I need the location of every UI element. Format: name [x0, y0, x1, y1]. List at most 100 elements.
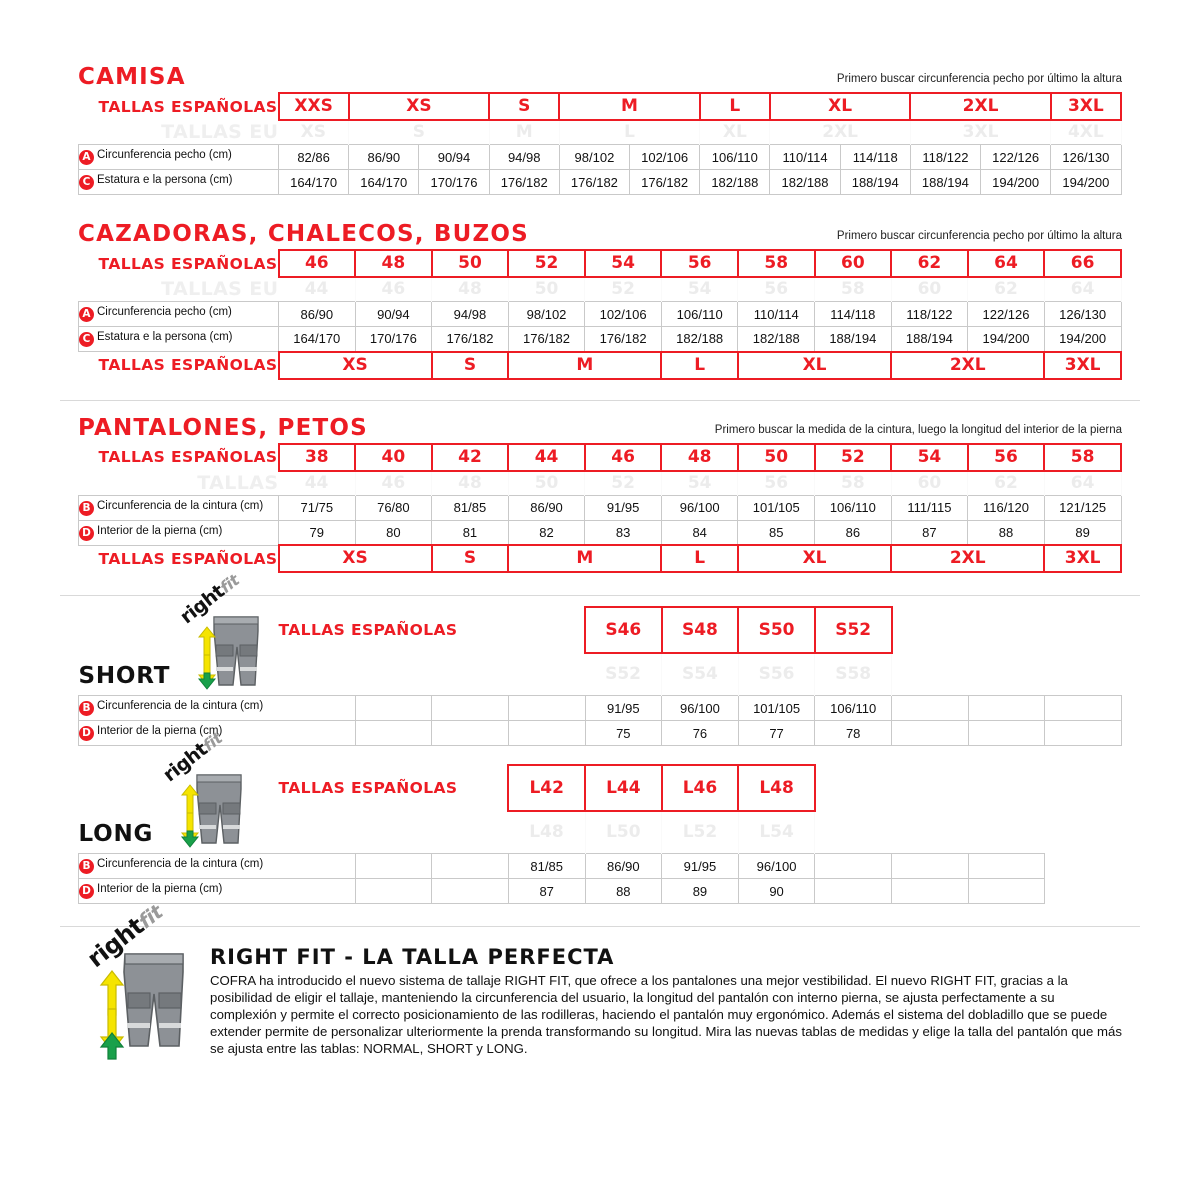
- cazadoras-es-6[interactable]: 58: [736, 249, 816, 278]
- pantalones-es-0[interactable]: 38: [277, 442, 357, 472]
- cazadoras-foot-2xl[interactable]: 2XL: [890, 350, 1046, 380]
- short-eu-1: S54: [661, 653, 739, 696]
- short-body: SHORT rightfit: [78, 571, 1122, 746]
- cazadoras-row0-label: A Circunferencia pecho (cm): [78, 301, 279, 327]
- long-es-row: LONG rightfit: [79, 729, 1122, 848]
- pantalones-foot-l[interactable]: L: [660, 544, 739, 573]
- pantalones-eu-9: 62: [967, 470, 1045, 495]
- cell: 122/126: [967, 301, 1045, 327]
- cazadoras-es-1[interactable]: 48: [354, 249, 433, 278]
- pantalones-es-7[interactable]: 52: [813, 442, 893, 472]
- pantalones-eu-row: TALLAS 44 46 48 50 52 54 56 58 60 62 64: [79, 470, 1122, 495]
- camisa-es-xs[interactable]: XS: [347, 92, 491, 121]
- pantalones-eu-5: 54: [661, 470, 739, 495]
- cazadoras-es-3[interactable]: 52: [507, 249, 586, 278]
- long-es-1[interactable]: L44: [584, 763, 663, 813]
- camisa-es-l[interactable]: L: [698, 92, 771, 121]
- short-row1-text: Interior de la pierna (cm): [97, 725, 223, 737]
- cell: 170/176: [354, 326, 433, 352]
- cell: 82: [507, 519, 586, 546]
- empty-cell: [431, 853, 509, 879]
- cell: 94/98: [431, 301, 509, 327]
- long-es-2[interactable]: L46: [660, 763, 740, 813]
- short-es-1[interactable]: S48: [660, 605, 740, 655]
- cell: 101/105: [737, 494, 816, 521]
- cell: 86/90: [278, 301, 356, 327]
- pantalones-table: TALLAS ESPAÑOLAS 38 40 42 44 46 48 50 52…: [78, 442, 1122, 573]
- camisa-es-m[interactable]: M: [558, 92, 701, 121]
- camisa-es-xl[interactable]: XL: [768, 92, 912, 121]
- cazadoras-es-4[interactable]: 54: [583, 249, 663, 278]
- short-es-2[interactable]: S50: [737, 605, 816, 655]
- cell: 188/194: [814, 326, 892, 352]
- cell: 106/110: [699, 144, 771, 170]
- camisa-eu-1: S: [348, 120, 490, 145]
- section-camisa: CAMISA Primero buscar circunferencia pec…: [0, 0, 1200, 195]
- camisa-es-label: TALLAS ESPAÑOLAS: [98, 97, 278, 116]
- short-fit-name: SHORT: [78, 663, 171, 689]
- pantalones-foot-m[interactable]: M: [507, 544, 663, 573]
- camisa-es-2xl[interactable]: 2XL: [909, 92, 1052, 121]
- cazadoras-es-0[interactable]: 46: [277, 249, 357, 278]
- cazadoras-foot-3xl[interactable]: 3XL: [1043, 350, 1122, 380]
- long-eu-row: L48 L50 L52 L54: [79, 811, 1122, 854]
- cell: 91/95: [661, 853, 739, 879]
- long-es-0[interactable]: L42: [507, 763, 586, 813]
- cell: 96/100: [737, 853, 816, 879]
- pantalones-es-1[interactable]: 40: [354, 442, 433, 472]
- long-es-label: TALLAS ESPAÑOLAS: [278, 779, 458, 798]
- short-es-3[interactable]: S52: [813, 605, 893, 655]
- long-es-3[interactable]: L48: [737, 763, 816, 813]
- cazadoras-foot-m[interactable]: M: [507, 350, 663, 380]
- pantalones-foot-xl[interactable]: XL: [736, 544, 893, 573]
- cell: 85: [737, 519, 816, 546]
- rightfit-body: COFRA ha introducido el nuevo sistema de…: [210, 973, 1122, 1056]
- pantalones-foot-3xl[interactable]: 3XL: [1043, 544, 1122, 573]
- cell: 182/188: [737, 326, 816, 352]
- pantalones-eu-10: 64: [1044, 470, 1122, 495]
- long-eu-3: L54: [738, 811, 816, 854]
- camisa-es-xxs[interactable]: XXS: [277, 92, 350, 121]
- cell: 76/80: [354, 494, 433, 521]
- pantalones-eu-3: 50: [508, 470, 586, 495]
- camisa-table: TALLAS ESPAÑOLAS XXS XS S M L XL 2XL 3XL…: [78, 92, 1123, 195]
- cazadoras-es-8[interactable]: 62: [890, 249, 969, 278]
- cazadoras-eu-2: 48: [431, 277, 509, 302]
- pantalones-es-2[interactable]: 42: [430, 442, 510, 472]
- pantalones-es-9[interactable]: 56: [966, 442, 1046, 472]
- cell: 82/86: [277, 144, 350, 170]
- pantalones-es-label: TALLAS ESPAÑOLAS: [98, 448, 278, 466]
- cazadoras-foot-l[interactable]: L: [660, 350, 739, 380]
- cazadoras-foot-s[interactable]: S: [430, 350, 510, 380]
- camisa-eu-4: XL: [699, 120, 771, 145]
- cazadoras-es-9[interactable]: 64: [966, 249, 1046, 278]
- cazadoras-es-10[interactable]: 66: [1043, 249, 1122, 278]
- pantalones-foot-2xl[interactable]: 2XL: [890, 544, 1046, 573]
- cell: 86/90: [507, 494, 586, 521]
- cazadoras-es-7[interactable]: 60: [813, 249, 893, 278]
- pantalones-es-4[interactable]: 46: [583, 442, 663, 472]
- cell: 118/122: [909, 144, 982, 170]
- cell: 87: [507, 878, 586, 904]
- short-row0-label: B Circunferencia de la cintura (cm): [78, 695, 356, 721]
- empty-cell: [967, 720, 1046, 746]
- cazadoras-es-5[interactable]: 56: [660, 249, 739, 278]
- pantalones-es-5[interactable]: 48: [660, 442, 739, 472]
- pantalones-es-3[interactable]: 44: [507, 442, 586, 472]
- green-arrow-icon: [99, 1032, 125, 1060]
- cazadoras-es-2[interactable]: 50: [430, 249, 510, 278]
- short-es-0[interactable]: S46: [584, 605, 663, 655]
- camisa-es-s[interactable]: S: [488, 92, 561, 121]
- empty-cell: [354, 878, 433, 904]
- pantalones-foot-s[interactable]: S: [430, 544, 510, 573]
- camisa-es-3xl[interactable]: 3XL: [1049, 92, 1123, 121]
- pantalones-foot-xs[interactable]: XS: [277, 544, 433, 573]
- camisa-es-row: TALLAS ESPAÑOLAS XXS XS S M L XL 2XL 3XL: [79, 92, 1123, 121]
- pantalones-es-8[interactable]: 54: [890, 442, 969, 472]
- pantalones-es-10[interactable]: 58: [1043, 442, 1122, 472]
- cazadoras-foot-xs[interactable]: XS: [277, 350, 433, 380]
- pantalones-es-6[interactable]: 50: [736, 442, 816, 472]
- cazadoras-footer-label: TALLAS ESPAÑOLAS: [98, 356, 278, 375]
- empty-cell: [431, 878, 509, 904]
- cazadoras-foot-xl[interactable]: XL: [736, 350, 893, 380]
